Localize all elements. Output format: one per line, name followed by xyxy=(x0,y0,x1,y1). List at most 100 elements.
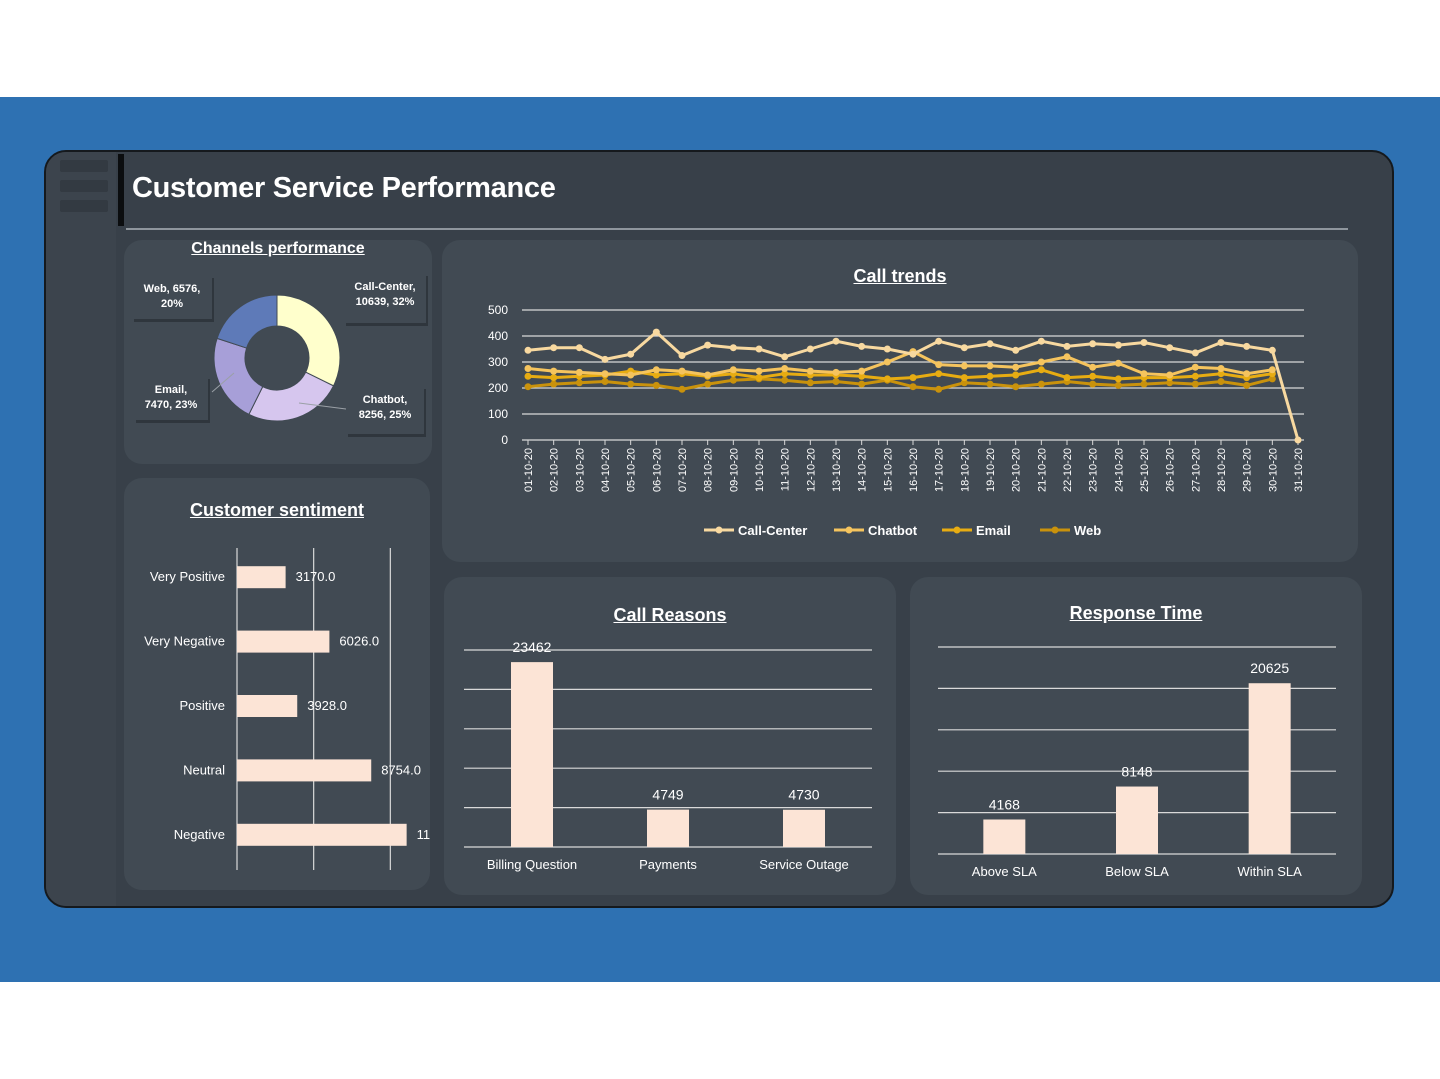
trend-xtick-label: 06-10-20 xyxy=(651,448,663,492)
trend-point-chatbot xyxy=(1140,370,1148,378)
trend-point-chatbot xyxy=(1191,363,1199,371)
sentiment-bar xyxy=(237,823,407,846)
trend-point-web xyxy=(627,380,635,388)
title-divider xyxy=(126,228,1348,230)
trend-point-web xyxy=(1089,380,1097,388)
sentiment-bar xyxy=(237,695,298,717)
sentiment-value-label: 8754.0 xyxy=(381,762,421,777)
trend-point-email xyxy=(1114,375,1122,383)
trend-point-chatbot xyxy=(832,368,840,376)
trend-point-call-center xyxy=(1140,339,1148,346)
data-label-web: Web, 6576, xyxy=(144,283,201,295)
trend-point-chatbot xyxy=(601,370,609,378)
label-box-web xyxy=(132,275,212,319)
data-label-call_center: 10639, 32% xyxy=(356,296,415,308)
data-label-web: 20% xyxy=(161,298,183,310)
legend-label: Email xyxy=(976,523,1011,538)
trend-point-web xyxy=(960,379,968,387)
trend-point-web xyxy=(1114,381,1122,389)
trend-point-call-center xyxy=(729,344,737,352)
trend-line-email xyxy=(527,368,1273,381)
trend-point-chatbot xyxy=(935,361,943,369)
rail-button-3[interactable] xyxy=(60,200,108,212)
legend-marker-email xyxy=(953,526,961,534)
trend-point-web xyxy=(601,378,609,385)
trend-point-call-center xyxy=(806,345,814,353)
trend-point-web xyxy=(781,376,789,384)
trend-point-chatbot xyxy=(550,367,558,375)
trend-point-email xyxy=(550,374,558,382)
trend-point-email xyxy=(781,370,789,378)
trend-point-call-center xyxy=(960,344,968,352)
sentiment-value-label: 11063.0 xyxy=(417,827,430,842)
rail-button-2[interactable] xyxy=(60,180,108,192)
trend-point-web xyxy=(1166,379,1174,387)
trend-point-web xyxy=(729,376,737,384)
call-trends-panel: Call trends 0 100 200 300 400 500 01-10-20 02-1… xyxy=(442,240,1358,562)
call_reasons-value-label: 4730 xyxy=(788,787,819,803)
trend-point-web xyxy=(806,379,814,387)
trend-point-chatbot xyxy=(806,367,814,375)
trend-ytick-label: 300 xyxy=(488,355,508,369)
trend-point-email xyxy=(1089,372,1097,380)
legend-marker-web xyxy=(1051,526,1059,534)
trend-point-chatbot xyxy=(1243,370,1251,378)
trend-point-web xyxy=(704,380,712,388)
trend-xtick-label: 12-10-20 xyxy=(805,448,817,492)
trend-point-chatbot xyxy=(755,367,763,375)
trend-point-call-center xyxy=(755,345,763,353)
trend-point-chatbot xyxy=(1037,358,1045,366)
trend-point-call-center xyxy=(652,328,660,336)
trend-ytick-label: 0 xyxy=(501,433,508,447)
trend-point-call-center xyxy=(1063,342,1071,350)
sentiment-bar xyxy=(237,759,372,782)
trend-point-email xyxy=(652,371,660,379)
trend-point-call-center xyxy=(1166,344,1174,352)
trend-point-call-center xyxy=(1012,346,1020,354)
trend-point-call-center xyxy=(575,344,583,352)
trend-point-chatbot xyxy=(627,371,635,379)
trend-point-web xyxy=(575,379,583,387)
page-title: Customer Service Performance xyxy=(132,172,556,204)
trend-point-call-center xyxy=(1089,340,1097,348)
call_reasons-value-label: 23462 xyxy=(513,639,552,655)
trend-point-web xyxy=(986,380,994,388)
trend-point-email xyxy=(1191,372,1199,380)
sentiment-category-label: Neutral xyxy=(183,762,225,777)
trend-point-call-center xyxy=(1243,342,1251,350)
trend-xtick-label: 17-10-20 xyxy=(934,448,946,492)
trend-point-call-center xyxy=(550,344,558,352)
call-reasons-panel: Call Reasons 23462 Billing Question 4749 Pa… xyxy=(444,577,896,895)
trend-point-email xyxy=(909,374,917,382)
response_time-bar xyxy=(983,819,1026,854)
trend-point-call-center xyxy=(781,353,789,361)
sentiment-category-label: Very Negative xyxy=(144,634,225,649)
sentiment-category-label: Positive xyxy=(179,698,225,713)
trend-xtick-label: 27-10-20 xyxy=(1190,448,1202,492)
trend-point-chatbot xyxy=(1166,371,1174,379)
trend-xtick-label: 09-10-20 xyxy=(728,448,740,492)
trend-point-call-center xyxy=(678,352,686,359)
trend-point-email xyxy=(883,375,891,383)
trend-ytick-label: 500 xyxy=(488,303,508,317)
rail-button-1[interactable] xyxy=(60,160,108,172)
trend-point-call-center xyxy=(1217,339,1225,346)
trend-point-email xyxy=(1217,370,1225,378)
response-time-chart: 4168 Above SLA 8148 Below SLA 20625 Within SL… xyxy=(938,646,1336,879)
trend-point-web xyxy=(1217,378,1225,385)
trend-xtick-label: 04-10-20 xyxy=(600,448,612,492)
trend-point-chatbot xyxy=(704,371,712,379)
call-trends-title: Call trends xyxy=(853,266,947,286)
trend-xtick-label: 03-10-20 xyxy=(574,448,586,492)
trend-xtick-label: 10-10-20 xyxy=(754,448,766,492)
sentiment-value-label: 3170.0 xyxy=(296,569,336,584)
data-label-call_center: Call-Center, xyxy=(354,281,415,293)
trend-point-chatbot xyxy=(1114,359,1122,367)
channels-chart: Web, 6576, 20% Call-Center, 10639, 32% Email… xyxy=(132,273,428,437)
legend-marker-chatbot xyxy=(845,526,853,534)
trend-point-call-center xyxy=(1268,346,1276,354)
title-accent-bar xyxy=(118,154,124,226)
trend-xtick-label: 28-10-20 xyxy=(1216,448,1228,492)
call_reasons-category-label: Service Outage xyxy=(759,857,849,872)
trend-point-web xyxy=(652,381,660,389)
